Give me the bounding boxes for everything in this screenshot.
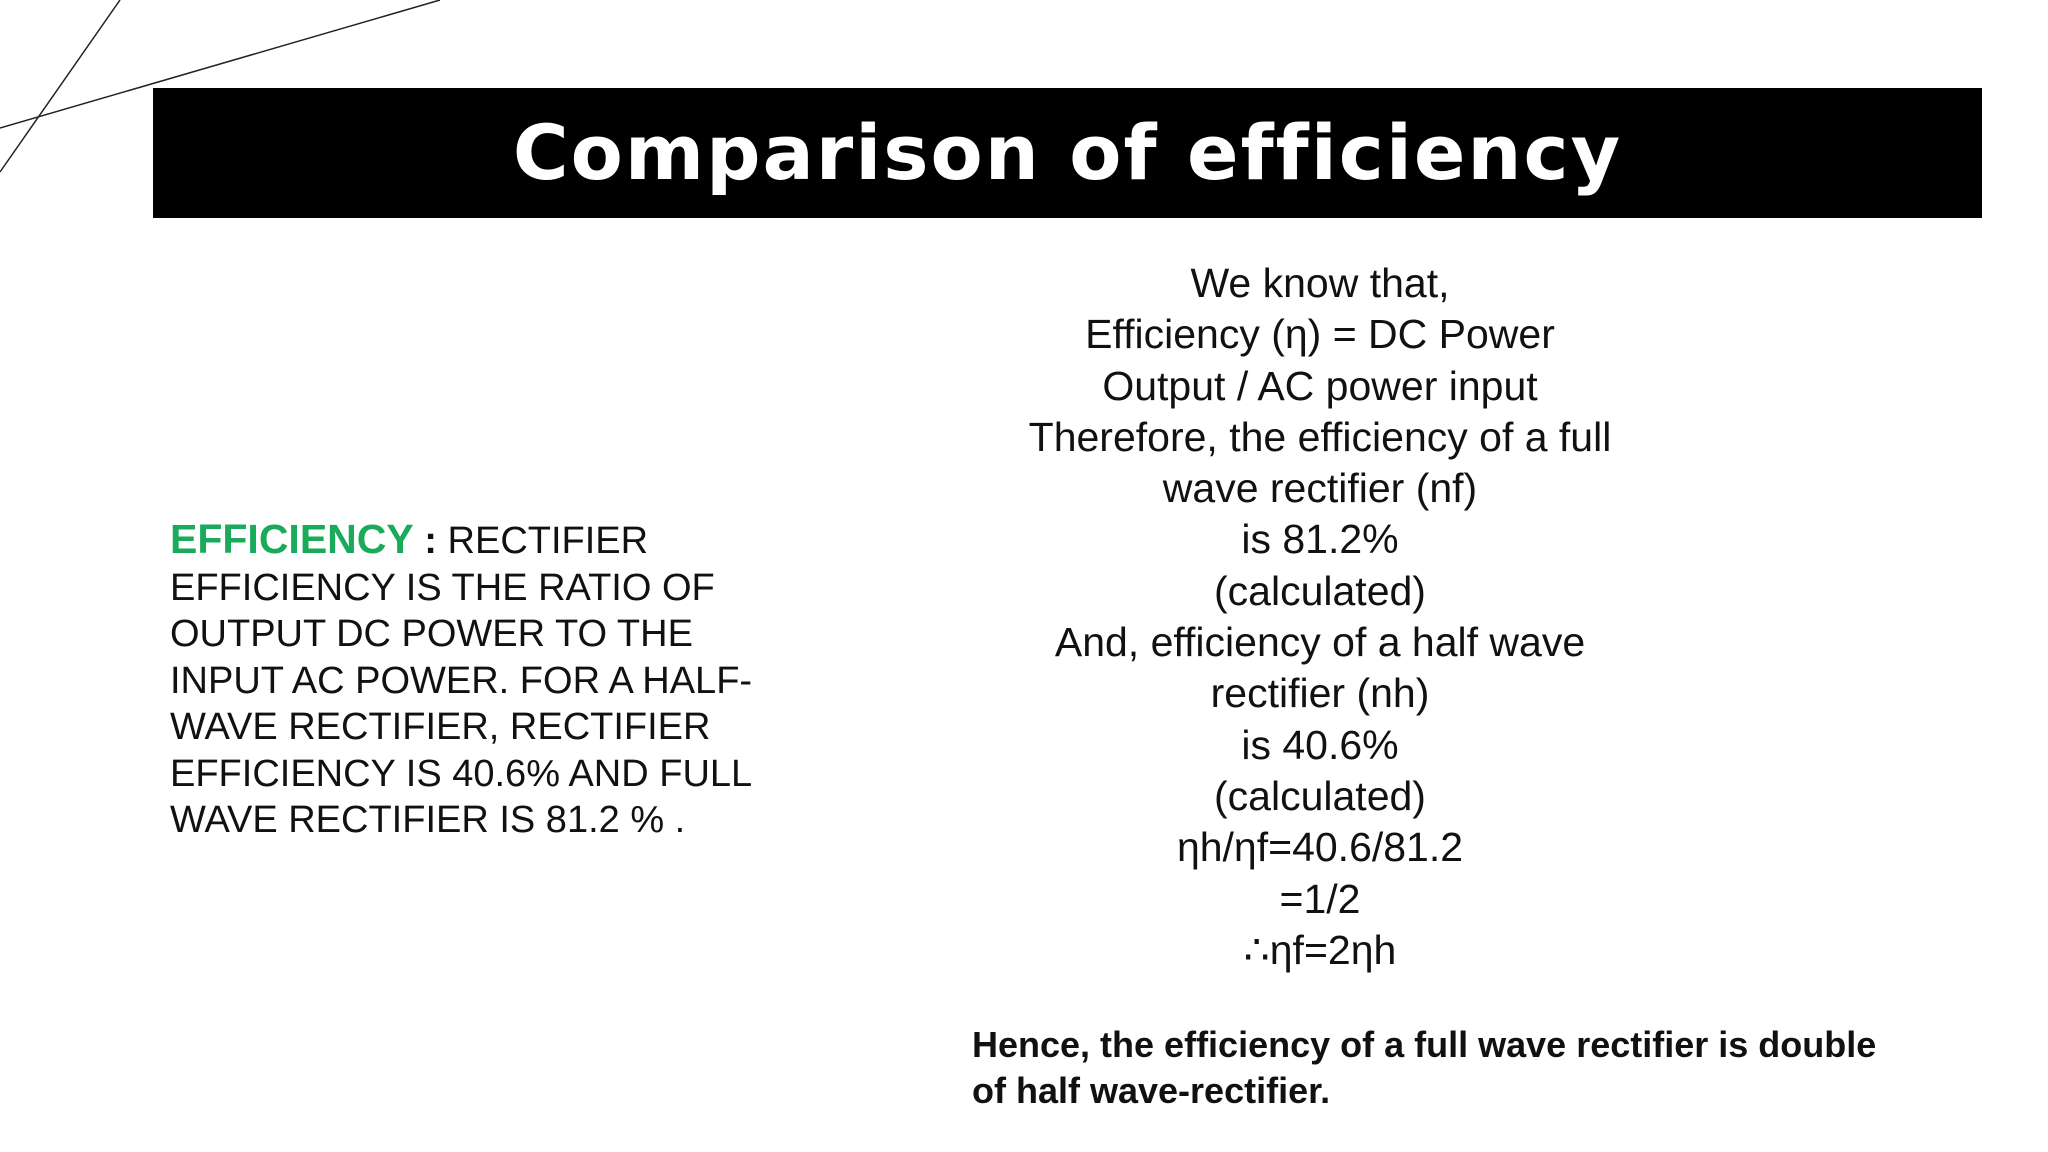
conclusion-line: of half wave-rectifier.	[972, 1070, 1331, 1111]
derivation-line: And, efficiency of a half wave	[1054, 619, 1586, 666]
definition-separator: :	[413, 520, 448, 562]
derivation-line: is 40.6%	[1241, 721, 1399, 768]
conclusion-text: Hence, the efficiency of a full wave rec…	[972, 1022, 1982, 1114]
slide-title: Comparison of efficiency	[512, 108, 1623, 197]
decorative-lines	[0, 0, 441, 173]
derivation-line: ∴ηf=2ηh	[1243, 926, 1397, 973]
derivation-line: =1/2	[1279, 875, 1361, 922]
derivation-line: We know that,	[1190, 260, 1450, 306]
derivation-line: rectifier (nh)	[1210, 670, 1430, 717]
derivation-line: wave rectifier (nf)	[1162, 465, 1478, 512]
conclusion-line: Hence, the efficiency of a full wave rec…	[972, 1024, 1877, 1065]
derivation-line: (calculated)	[1214, 567, 1426, 614]
definition-line: WAVE RECTIFIER IS 81.2 % .	[170, 799, 686, 841]
derivation-line: ηh/ηf=40.6/81.2	[1176, 824, 1464, 871]
definition-block: EFFICIENCY : RECTIFIER EFFICIENCY IS THE…	[170, 516, 790, 844]
definition-line: EFFICIENCY : RECTIFIER	[170, 516, 790, 565]
definition-line: EFFICIENCY IS 40.6% AND FULL	[170, 752, 753, 795]
definition-text: RECTIFIER	[447, 520, 649, 562]
derivation-line: (calculated)	[1214, 772, 1426, 819]
derivation-line: Output / AC power input	[1102, 362, 1538, 409]
definition-line: OUTPUT DC POWER TO THE	[170, 613, 693, 655]
definition-line: WAVE RECTIFIER, RECTIFIER	[170, 706, 711, 748]
definition-line: EFFICIENCY IS THE RATIO OF	[170, 566, 715, 609]
derivation-line: Therefore, the efficiency of a full	[1028, 413, 1612, 460]
derivation-block: We know that, Efficiency (η) = DC Power …	[940, 258, 1700, 976]
derivation-line: is 81.2%	[1241, 516, 1399, 563]
definition-term: EFFICIENCY	[170, 516, 414, 562]
definition-line: INPUT AC POWER. FOR A HALF-	[170, 659, 753, 702]
derivation-line: Efficiency (η) = DC Power	[1085, 311, 1555, 358]
title-bar: Comparison of efficiency	[153, 88, 1982, 218]
